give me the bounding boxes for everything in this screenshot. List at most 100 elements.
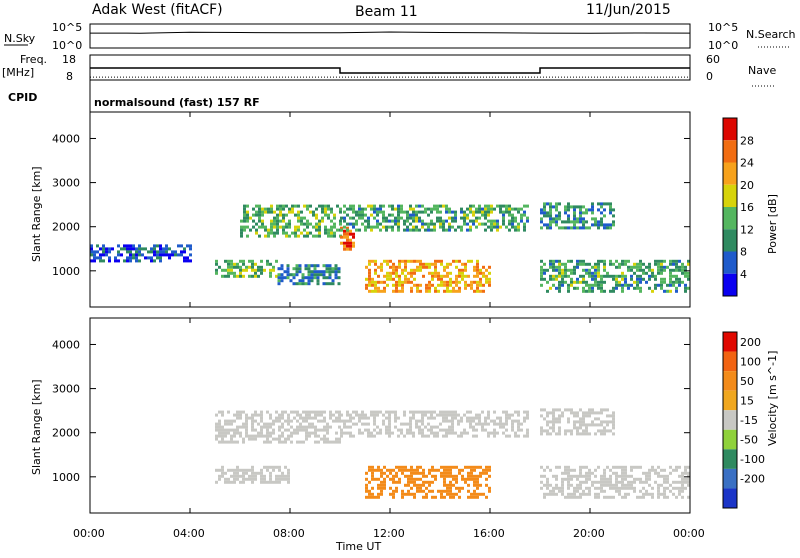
heatmap-cell <box>540 268 543 272</box>
heatmap-cell <box>276 207 279 211</box>
heatmap-cell <box>287 419 290 423</box>
heatmap-cell <box>389 471 392 475</box>
heatmap-cell <box>511 425 514 429</box>
heatmap-cell <box>591 411 594 415</box>
heatmap-cell <box>425 283 428 287</box>
heatmap-cell <box>558 465 561 469</box>
heatmap-cell <box>573 423 576 427</box>
heatmap-cell <box>546 411 549 415</box>
heatmap-cell <box>312 225 315 229</box>
heatmap-cell <box>401 492 404 496</box>
heatmap-cell <box>449 483 452 487</box>
heatmap-cell <box>419 483 422 487</box>
heatmap-cell <box>573 426 576 430</box>
heatmap-cell <box>579 465 582 469</box>
heatmap-cell <box>277 276 281 280</box>
heatmap-cell <box>687 465 690 469</box>
heatmap-cell <box>340 413 343 417</box>
heatmap-cell <box>582 480 585 484</box>
heatmap-cell <box>328 264 332 268</box>
heatmap-cell <box>582 259 585 263</box>
heatmap-cell <box>141 247 144 251</box>
heatmap-cell <box>499 425 502 429</box>
heatmap-cell <box>684 274 687 278</box>
heatmap-cell <box>276 225 279 229</box>
heatmap-cell <box>343 235 346 239</box>
heatmap-cell <box>558 259 561 263</box>
heatmap-cell <box>316 282 320 286</box>
heatmap-cell <box>570 468 573 472</box>
heatmap-cell <box>276 231 279 235</box>
heatmap-cell <box>606 223 609 227</box>
heatmap-cell <box>310 279 314 283</box>
heatmap-cell <box>618 489 621 493</box>
heatmap-cell <box>132 256 135 260</box>
heatmap-cell <box>485 477 488 481</box>
heatmap-cell <box>99 259 102 263</box>
heatmap-cell <box>436 204 439 208</box>
heatmap-cell <box>624 471 627 475</box>
heatmap-cell <box>376 219 379 223</box>
heatmap-cell <box>555 432 558 436</box>
heatmap-cell <box>398 259 401 263</box>
heatmap-cell <box>603 268 606 272</box>
heatmap-cell <box>552 205 555 209</box>
heatmap-cell <box>401 471 404 475</box>
heatmap-cell <box>678 474 681 478</box>
power-panel <box>89 111 691 308</box>
heatmap-cell <box>401 280 404 284</box>
heatmap-cell <box>292 273 296 277</box>
heatmap-cell <box>573 286 576 290</box>
heatmap-cell <box>371 474 374 478</box>
heatmap-cell <box>263 477 266 481</box>
heatmap-cell <box>428 286 431 290</box>
heatmap-cell <box>508 416 511 420</box>
heatmap-cell <box>666 480 669 484</box>
heatmap-cell <box>416 283 419 287</box>
heatmap-cell <box>564 477 567 481</box>
heatmap-cell <box>147 256 150 260</box>
heatmap-cell <box>323 416 326 420</box>
heatmap-cell <box>245 471 248 475</box>
heatmap-cell <box>308 425 311 429</box>
heatmap-cell <box>431 277 434 281</box>
heatmap-cell <box>406 428 409 432</box>
heatmap-cell <box>597 268 600 272</box>
heatmap-cell <box>297 216 300 220</box>
heatmap-cell <box>543 262 546 266</box>
heatmap-cell <box>380 265 383 269</box>
heatmap-cell <box>385 219 388 223</box>
heatmap-cell <box>123 259 126 263</box>
heatmap-cell <box>523 225 526 229</box>
heatmap-cell <box>425 262 428 266</box>
heatmap-cell <box>403 222 406 226</box>
heatmap-cell <box>603 274 606 278</box>
heatmap-cell <box>315 216 318 220</box>
heatmap-cell <box>368 492 371 496</box>
heatmap-cell <box>442 410 445 414</box>
heatmap-cell <box>105 253 108 257</box>
heatmap-cell <box>642 480 645 484</box>
heatmap-cell <box>132 253 135 257</box>
heatmap-cell <box>451 219 454 223</box>
heatmap-cell <box>579 259 582 263</box>
heatmap-cell <box>245 413 248 417</box>
heatmap-cell <box>603 432 606 436</box>
heatmap-cell <box>612 426 615 430</box>
heatmap-cell <box>389 265 392 269</box>
heatmap-cell <box>430 425 433 429</box>
heatmap-cell <box>464 274 467 278</box>
heatmap-cell <box>416 268 419 272</box>
heatmap-cell <box>526 428 529 432</box>
heatmap-cell <box>370 213 373 217</box>
heatmap-cell <box>276 219 279 223</box>
heatmap-cell <box>436 434 439 438</box>
heatmap-cell <box>126 250 129 254</box>
heatmap-cell <box>370 204 373 208</box>
heatmap-cell <box>636 283 639 287</box>
heatmap-cell <box>455 259 458 263</box>
heatmap-cell <box>306 222 309 226</box>
heatmap-cell <box>403 434 406 438</box>
heatmap-cell <box>600 429 603 433</box>
heatmap-cell <box>296 410 299 414</box>
